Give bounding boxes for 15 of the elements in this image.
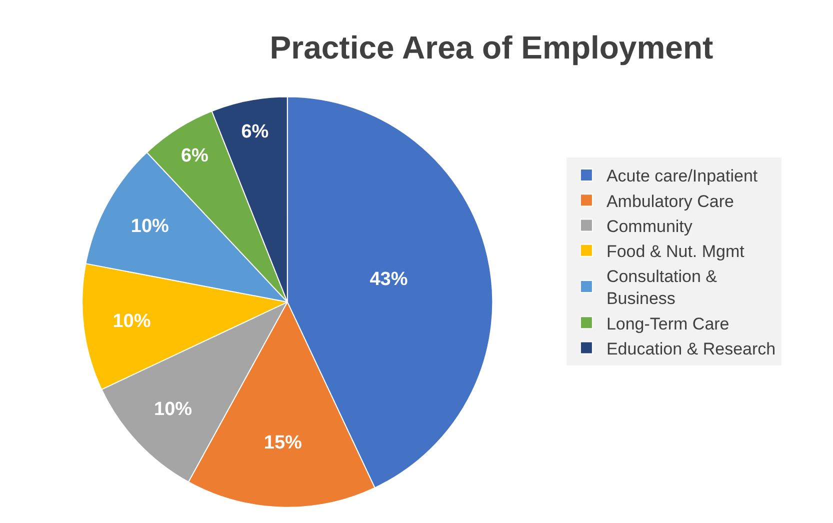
data-label: 6% — [241, 122, 269, 143]
data-label: 6% — [180, 146, 209, 167]
data-label: 15% — [264, 432, 302, 454]
legend-label: Ambulatory Care — [606, 192, 734, 211]
data-label: 10% — [154, 398, 192, 420]
data-label: 10% — [112, 311, 151, 332]
data-label: 10% — [130, 216, 170, 237]
legend-label: Consultation & Business — [606, 267, 718, 308]
legend-label: Long-Term Care — [606, 314, 730, 334]
chart-title: Practice Area of Employment — [270, 29, 714, 66]
legend-label: Food & Nut. Mgmt — [606, 242, 745, 261]
data-label: 43% — [370, 268, 408, 290]
legend-label: Acute care/Inpatient — [606, 166, 758, 186]
legend-label: Community — [606, 216, 693, 236]
legend-label: Education & Research — [606, 339, 776, 358]
